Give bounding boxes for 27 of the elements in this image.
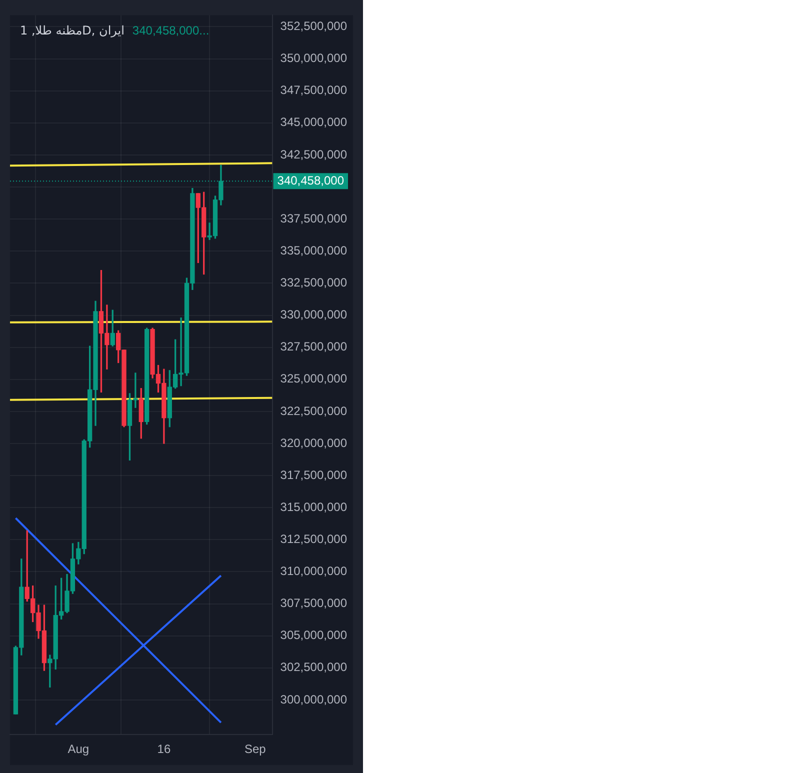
y-tick-label: 300,000,000 xyxy=(280,692,348,706)
x-tick-label: 16 xyxy=(157,742,171,756)
y-tick-label: 320,000,000 xyxy=(280,436,348,450)
y-tick-label: 337,500,000 xyxy=(280,211,348,226)
x-tick-label: Aug xyxy=(68,742,90,756)
text: 340,458,000... xyxy=(132,24,210,38)
y-tick-label: 350,000,000 xyxy=(280,51,348,66)
y-tick-label: 325,000,000 xyxy=(280,372,348,386)
y-tick-label: 352,500,000 xyxy=(280,19,348,34)
y-tick-label: 330,000,000 xyxy=(280,308,348,322)
y-tick-label: 327,500,000 xyxy=(280,340,348,354)
ref-line-label: 340,458,000 xyxy=(277,173,344,188)
y-tick-label: 322,500,000 xyxy=(280,404,348,418)
y-tick-label: 342,500,000 xyxy=(280,147,348,162)
y-tick-label: 347,500,000 xyxy=(280,83,348,98)
y-tick-label: 332,500,000 xyxy=(280,276,348,290)
y-tick-label: 305,000,000 xyxy=(280,628,348,642)
y-tick-label: 345,000,000 xyxy=(280,115,348,130)
x-tick-label: Sep xyxy=(244,742,266,756)
text: مظنه طلا, 1D, ایران xyxy=(20,23,124,38)
y-tick-label: 315,000,000 xyxy=(280,500,348,514)
y-tick-label: 302,500,000 xyxy=(280,660,348,674)
y-tick-label: 312,500,000 xyxy=(280,532,348,546)
y-tick-label: 310,000,000 xyxy=(280,564,348,578)
y-tick-label: 335,000,000 xyxy=(280,243,348,258)
y-tick-label: 317,500,000 xyxy=(280,468,348,482)
y-tick-label: 307,500,000 xyxy=(280,596,348,610)
